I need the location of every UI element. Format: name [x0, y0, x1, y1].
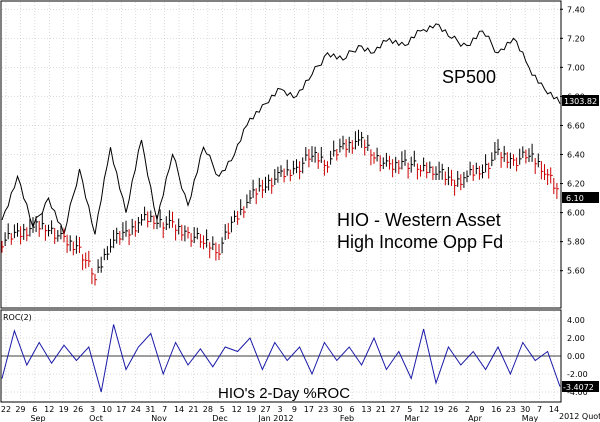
price-right-axis: 7.407.207.006.806.606.406.206.005.805.60 — [560, 5, 585, 276]
x-month-label: Oct — [89, 414, 103, 422]
x-day-tick-label: 21 — [376, 405, 386, 414]
x-day-tick-label: 19 — [59, 405, 69, 414]
roc-last-value-tag: -3.4072 — [562, 381, 599, 392]
x-day-tick-label: 30 — [333, 405, 343, 414]
x-day-tick-label: 10 — [102, 405, 112, 414]
price-panel: 7.407.207.006.806.606.406.206.005.805.60… — [0, 0, 599, 309]
roc-axis-tick-label: -4.00 — [567, 388, 588, 397]
x-day-tick-label: 3 — [90, 405, 95, 414]
price-grid-horizontal — [2, 9, 560, 271]
roc-axis-tick-label: 2.00 — [567, 334, 585, 343]
x-day-tick-label: 30 — [520, 405, 530, 414]
x-day-tick-label: 19 — [434, 405, 444, 414]
x-month-label: Dec — [212, 414, 227, 422]
hio-last-value-tag: 6.10 — [562, 192, 599, 203]
x-day-tick-label: 7 — [162, 405, 167, 414]
roc-axis-tick-label: -2.00 — [567, 370, 588, 379]
x-day-tick-label: 17 — [304, 405, 314, 414]
x-day-tick-label: 26 — [448, 405, 458, 414]
hio-series-bars — [1, 129, 559, 286]
x-day-tick-label: 31 — [145, 405, 155, 414]
hio-last-value: 6.10 — [566, 194, 584, 203]
x-day-tick-label: 17 — [116, 405, 126, 414]
x-day-tick-label: 28 — [203, 405, 213, 414]
x-day-tick-label: 21 — [188, 405, 198, 414]
roc-last-value: -3.4072 — [563, 383, 594, 392]
sp500-label: SP500 — [442, 67, 496, 87]
x-day-tick-label: 27 — [390, 405, 400, 414]
x-day-tick-label: 27 — [260, 405, 270, 414]
x-day-tick-label: 5 — [220, 405, 225, 414]
sp500-last-value-tag: 1303.82 — [562, 95, 599, 106]
roc-title: ROC(2) — [3, 313, 32, 322]
price-axis-tick-label: 5.80 — [567, 238, 585, 247]
x-day-tick-label: 9 — [292, 405, 297, 414]
x-day-tick-label: 5 — [407, 405, 412, 414]
x-day-tick-label: 2 — [465, 405, 470, 414]
price-axis-tick-label: 6.00 — [567, 209, 585, 218]
x-day-tick-label: 3 — [277, 405, 282, 414]
x-month-label: Sep — [30, 414, 45, 422]
x-day-tick-label: 13 — [361, 405, 371, 414]
hio-label-line2: High Income Opp Fd — [337, 232, 503, 252]
watermark: 2012 Quote LLC — [559, 412, 600, 421]
x-day-tick-label: 26 — [73, 405, 83, 414]
roc-axis-tick-label: 4.00 — [567, 316, 585, 325]
hio-label-line1: HIO - Western Asset — [337, 210, 501, 230]
roc-series-line — [1, 324, 561, 393]
x-axis-month-labels: Sep Oct Nov Dec Jan 2012 Feb Mar Apr May — [30, 414, 538, 422]
x-day-tick-label: 9 — [479, 405, 484, 414]
x-day-tick-label: 19 — [246, 405, 256, 414]
x-day-tick-label: 23 — [318, 405, 328, 414]
price-axis-tick-label: 6.60 — [567, 121, 585, 130]
x-month-label: Mar — [404, 414, 420, 422]
sp500-series-line — [1, 23, 561, 237]
price-axis-tick-label: 7.00 — [567, 63, 585, 72]
x-day-tick-label: 22 — [1, 405, 11, 414]
roc-annotation: HIO's 2-Day %ROC — [218, 385, 350, 402]
x-month-label: May — [522, 414, 539, 422]
x-day-tick-label: 12 — [419, 405, 429, 414]
x-axis-day-ticks: 22 29 6 12 19 26 3 10 17 24 31 7 14 21 28 5 12 19 27 3 9 17 23… — [1, 405, 559, 414]
sp500-last-value: 1303.82 — [564, 97, 597, 106]
roc-axis-tick-label: 0.00 — [567, 352, 585, 361]
roc-panel: 4.00 2.00 0.00 -2.00 -4.00 ROC(2) HIO's 2-Da… — [0, 309, 599, 403]
x-day-tick-label: 23 — [506, 405, 516, 414]
x-day-tick-label: 12 — [232, 405, 242, 414]
x-day-tick-label: 6 — [32, 405, 37, 414]
price-axis-tick-label: 7.20 — [567, 34, 585, 43]
price-axis-tick-label: 6.20 — [567, 180, 585, 189]
x-day-tick-label: 16 — [491, 405, 501, 414]
price-axis-tick-label: 6.40 — [567, 151, 585, 160]
x-month-label: Jan 2012 — [257, 414, 293, 422]
x-day-tick-label: 29 — [15, 405, 25, 414]
x-day-tick-label: 14 — [174, 405, 184, 414]
x-day-tick-label: 7 — [537, 405, 542, 414]
x-month-label: Apr — [468, 414, 483, 422]
x-month-label: Nov — [151, 414, 167, 422]
price-axis-tick-label: 7.40 — [567, 5, 585, 14]
x-month-label: Feb — [340, 414, 354, 422]
roc-right-axis: 4.00 2.00 0.00 -2.00 -4.00 — [567, 316, 588, 397]
x-day-tick-label: 12 — [44, 405, 54, 414]
x-day-tick-label: 6 — [350, 405, 355, 414]
x-day-tick-label: 14 — [549, 405, 559, 414]
x-day-tick-label: 24 — [131, 405, 141, 414]
price-axis-tick-label: 5.60 — [567, 267, 585, 276]
